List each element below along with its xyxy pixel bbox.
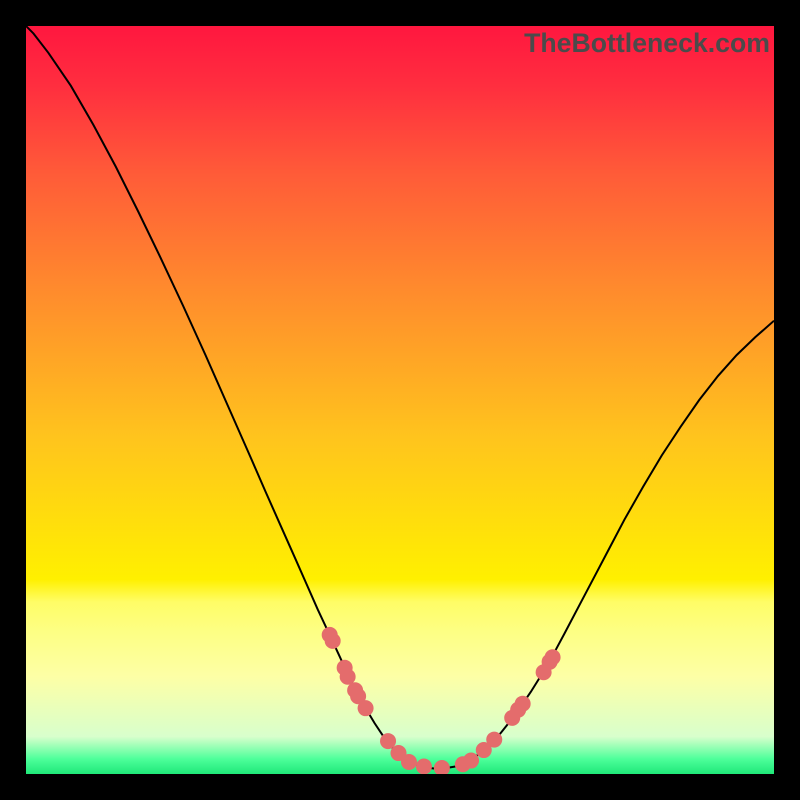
data-marker [434,760,450,774]
watermark-text: TheBottleneck.com [524,28,770,59]
data-marker [545,649,561,665]
data-marker [401,754,417,770]
chart-overlay [26,26,774,774]
data-marker [463,753,479,769]
data-marker [340,669,356,685]
data-marker [515,696,531,712]
data-marker [380,733,396,749]
bottleneck-curve [26,26,774,769]
data-marker [358,700,374,716]
data-marker [416,759,432,774]
data-marker [325,633,341,649]
data-marker [486,732,502,748]
chart-stage: TheBottleneck.com [0,0,800,800]
plot-area [26,26,774,774]
